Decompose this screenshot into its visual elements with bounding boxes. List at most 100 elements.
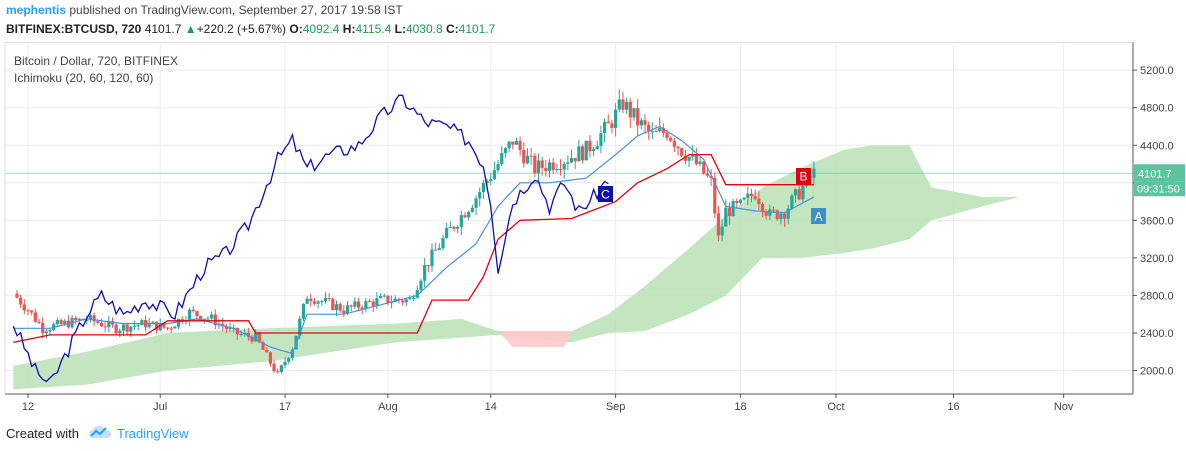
low-label: L: bbox=[394, 22, 406, 36]
candle-up bbox=[448, 227, 452, 229]
time-tick-label: Jul bbox=[153, 401, 167, 413]
last-price-badge-label: 4101.7 bbox=[1138, 168, 1172, 180]
candle-up bbox=[345, 305, 350, 314]
candle-up bbox=[786, 208, 790, 219]
candle-down bbox=[59, 320, 63, 324]
publish-line: mephentis published on TradingView.com, … bbox=[6, 3, 403, 17]
candle-up bbox=[724, 207, 728, 227]
candle-up bbox=[536, 160, 541, 174]
candle-down bbox=[367, 301, 372, 303]
candle-down bbox=[276, 371, 280, 373]
candle-up bbox=[632, 108, 636, 118]
candle-up bbox=[514, 141, 519, 145]
footer: Created with TradingView bbox=[0, 416, 1186, 451]
candle-up bbox=[393, 298, 397, 302]
candle-up bbox=[801, 186, 805, 200]
candle-up bbox=[742, 197, 746, 200]
price-tick-label: 2800.0 bbox=[1140, 290, 1174, 302]
candle-up bbox=[562, 163, 566, 170]
candle-down bbox=[99, 322, 104, 327]
candle-up bbox=[456, 227, 460, 229]
candle-down bbox=[680, 148, 684, 156]
candle-up bbox=[228, 327, 232, 330]
candle-up bbox=[577, 146, 581, 162]
candlestick-chart[interactable]: BCA5200.04800.04400.04000.03600.03200.02… bbox=[0, 42, 1186, 415]
candle-down bbox=[114, 324, 118, 334]
candle-up bbox=[812, 168, 816, 178]
tradingview-brand[interactable]: TradingView bbox=[117, 426, 189, 441]
candle-down bbox=[356, 301, 361, 308]
candle-up bbox=[489, 179, 493, 182]
candle-up bbox=[614, 109, 618, 128]
chart-area[interactable]: BCA5200.04800.04400.04000.03600.03200.02… bbox=[0, 42, 1186, 415]
chart-header: mephentis published on TradingView.com, … bbox=[0, 0, 1186, 40]
candle-down bbox=[463, 215, 467, 218]
candle-down bbox=[588, 140, 592, 152]
candle-down bbox=[191, 309, 195, 312]
candle-down bbox=[15, 293, 19, 298]
candle-up bbox=[320, 301, 324, 303]
price-tick-label: 4800.0 bbox=[1140, 103, 1174, 115]
candle-down bbox=[782, 213, 787, 219]
candle-up bbox=[591, 149, 596, 152]
marker-b-label: B bbox=[799, 170, 807, 184]
candle-up bbox=[147, 322, 151, 328]
candle-up bbox=[48, 329, 52, 332]
change-value: +220.2 (+5.67%) bbox=[196, 22, 287, 36]
price-tick-label: 5200.0 bbox=[1140, 65, 1174, 77]
price-tick-label: 3200.0 bbox=[1140, 253, 1174, 265]
candle-down bbox=[643, 120, 647, 125]
candle-down bbox=[154, 321, 159, 331]
candle-down bbox=[30, 310, 34, 313]
candle-down bbox=[92, 315, 96, 322]
candle-up bbox=[507, 141, 511, 149]
last-price: 4101.7 bbox=[144, 22, 182, 36]
candle-up bbox=[485, 181, 489, 184]
chart-legend: Bitcoin / Dollar, 720, BITFINEX Ichimoku… bbox=[14, 53, 178, 87]
candle-up bbox=[63, 320, 67, 324]
candle-down bbox=[246, 332, 250, 337]
author-link[interactable]: mephentis bbox=[6, 3, 67, 17]
candle-down bbox=[636, 108, 640, 126]
tradingview-cloud-icon[interactable] bbox=[88, 424, 112, 440]
candle-down bbox=[96, 321, 100, 323]
candle-down bbox=[716, 213, 721, 236]
close-label: C: bbox=[445, 22, 459, 36]
candle-down bbox=[349, 305, 353, 307]
candle-down bbox=[338, 304, 342, 311]
candle-up bbox=[779, 213, 783, 220]
candle-up bbox=[731, 201, 735, 217]
candle-down bbox=[665, 132, 669, 138]
candle-up bbox=[445, 227, 449, 239]
candle-up bbox=[492, 170, 497, 180]
candle-down bbox=[610, 123, 614, 128]
time-tick-label: 17 bbox=[279, 401, 291, 413]
candle-up bbox=[625, 101, 629, 110]
candle-down bbox=[268, 352, 272, 364]
candle-down bbox=[312, 301, 317, 304]
candle-up bbox=[323, 298, 328, 302]
candle-down bbox=[654, 131, 658, 133]
candle-up bbox=[375, 298, 379, 307]
candle-down bbox=[771, 209, 776, 211]
candle-up bbox=[790, 195, 794, 209]
candle-up bbox=[738, 199, 743, 203]
candle-up bbox=[239, 333, 243, 335]
candle-down bbox=[676, 146, 680, 149]
legend-indicator[interactable]: Ichimoku (20, 60, 120, 60) bbox=[14, 71, 154, 85]
candle-down bbox=[22, 304, 26, 311]
candle-down bbox=[371, 301, 375, 307]
candle-down bbox=[37, 321, 41, 323]
candle-down bbox=[709, 175, 713, 178]
candle-up bbox=[419, 280, 423, 290]
candle-down bbox=[727, 207, 732, 217]
candle-down bbox=[573, 158, 577, 162]
candle-up bbox=[474, 198, 478, 208]
candle-up bbox=[107, 321, 111, 328]
candle-up bbox=[650, 131, 654, 133]
candle-down bbox=[705, 173, 710, 176]
candle-down bbox=[331, 298, 335, 311]
candle-down bbox=[621, 99, 625, 110]
candle-up bbox=[720, 226, 724, 236]
candle-down bbox=[558, 168, 563, 170]
